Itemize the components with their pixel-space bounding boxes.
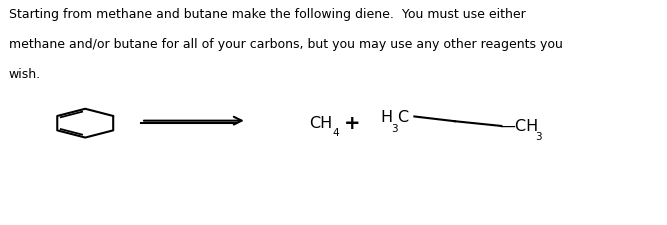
Text: 3: 3 (392, 123, 398, 133)
Text: C: C (397, 110, 408, 124)
Text: 4: 4 (332, 128, 339, 137)
Text: —CH: —CH (499, 119, 538, 134)
Text: methane and/or butane for all of your carbons, but you may use any other reagent: methane and/or butane for all of your ca… (9, 38, 563, 51)
Text: 3: 3 (536, 131, 542, 141)
Text: CH: CH (309, 115, 332, 130)
Text: H: H (380, 110, 392, 124)
Text: wish.: wish. (9, 68, 41, 81)
Text: +: + (344, 113, 361, 132)
Text: Starting from methane and butane make the following diene.  You must use either: Starting from methane and butane make th… (9, 8, 526, 21)
